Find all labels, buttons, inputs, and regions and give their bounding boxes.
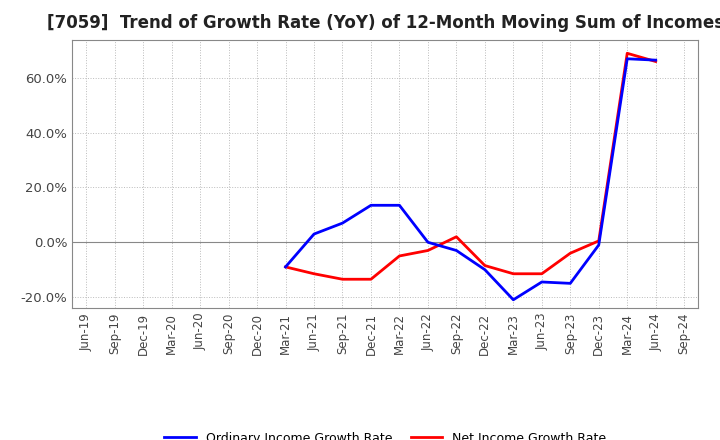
Net Income Growth Rate [423, 248, 432, 253]
Ordinary Income Growth Rate [537, 279, 546, 285]
Ordinary Income Growth Rate [395, 203, 404, 208]
Net Income Growth Rate [652, 59, 660, 64]
Ordinary Income Growth Rate [282, 264, 290, 270]
Ordinary Income Growth Rate [423, 240, 432, 245]
Legend: Ordinary Income Growth Rate, Net Income Growth Rate: Ordinary Income Growth Rate, Net Income … [159, 427, 611, 440]
Ordinary Income Growth Rate [480, 267, 489, 272]
Ordinary Income Growth Rate [566, 281, 575, 286]
Net Income Growth Rate [366, 277, 375, 282]
Net Income Growth Rate [566, 251, 575, 256]
Line: Net Income Growth Rate: Net Income Growth Rate [286, 53, 656, 279]
Net Income Growth Rate [480, 263, 489, 268]
Ordinary Income Growth Rate [509, 297, 518, 302]
Ordinary Income Growth Rate [366, 203, 375, 208]
Ordinary Income Growth Rate [652, 58, 660, 63]
Ordinary Income Growth Rate [338, 220, 347, 226]
Net Income Growth Rate [282, 264, 290, 270]
Net Income Growth Rate [452, 234, 461, 239]
Ordinary Income Growth Rate [623, 56, 631, 62]
Net Income Growth Rate [623, 51, 631, 56]
Net Income Growth Rate [338, 277, 347, 282]
Ordinary Income Growth Rate [595, 242, 603, 248]
Net Income Growth Rate [395, 253, 404, 259]
Ordinary Income Growth Rate [310, 231, 318, 237]
Net Income Growth Rate [310, 271, 318, 276]
Net Income Growth Rate [537, 271, 546, 276]
Ordinary Income Growth Rate [452, 248, 461, 253]
Net Income Growth Rate [509, 271, 518, 276]
Line: Ordinary Income Growth Rate: Ordinary Income Growth Rate [286, 59, 656, 300]
Net Income Growth Rate [595, 238, 603, 243]
Title: [7059]  Trend of Growth Rate (YoY) of 12-Month Moving Sum of Incomes: [7059] Trend of Growth Rate (YoY) of 12-… [47, 15, 720, 33]
